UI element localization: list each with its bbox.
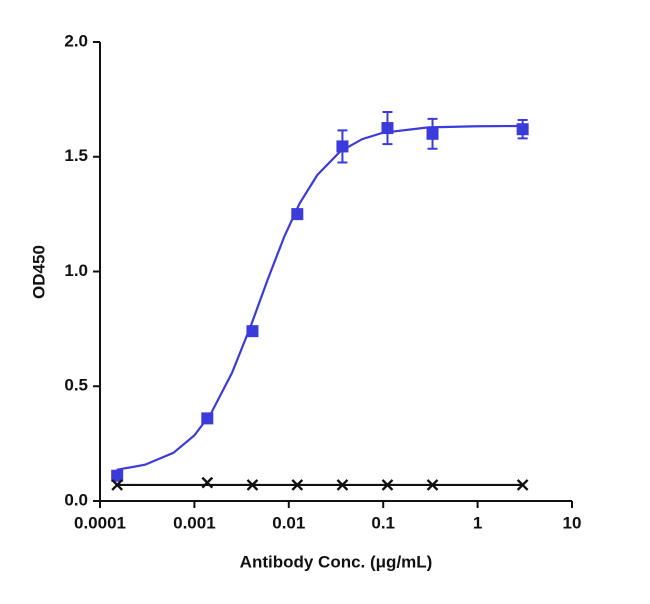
y-axis-label: OD450	[29, 245, 48, 299]
y-tick-label: 0.5	[64, 376, 88, 395]
y-tick-label: 1.5	[64, 146, 88, 165]
data-point	[426, 127, 439, 140]
x-tick-label: 0.001	[173, 513, 216, 532]
data-point	[246, 479, 259, 491]
data-point	[111, 479, 124, 491]
x-tick-label: 0.1	[371, 513, 395, 532]
data-point	[291, 208, 304, 221]
x-tick-label: 0.01	[272, 513, 305, 532]
data-point	[291, 479, 304, 491]
x-tick-label: 10	[563, 513, 582, 532]
x-axis-label: Antibody Conc. (μg/mL)	[240, 552, 433, 571]
data-point	[336, 479, 349, 491]
fit-curve	[116, 124, 523, 471]
data-point	[246, 325, 259, 338]
y-tick-label: 1.0	[64, 261, 88, 280]
data-point	[381, 479, 394, 491]
data-point	[201, 476, 214, 489]
data-point	[426, 479, 439, 491]
data-point	[336, 140, 349, 153]
data-point	[201, 412, 214, 425]
x-tick-label: 0.0001	[74, 513, 126, 532]
y-tick-label: 0.0	[64, 490, 88, 509]
data-point	[111, 469, 124, 482]
data-point	[381, 122, 394, 135]
x-tick-label: 1	[473, 513, 482, 532]
data-point	[516, 479, 529, 491]
y-tick-label: 2.0	[64, 31, 88, 50]
data-point	[516, 123, 529, 136]
